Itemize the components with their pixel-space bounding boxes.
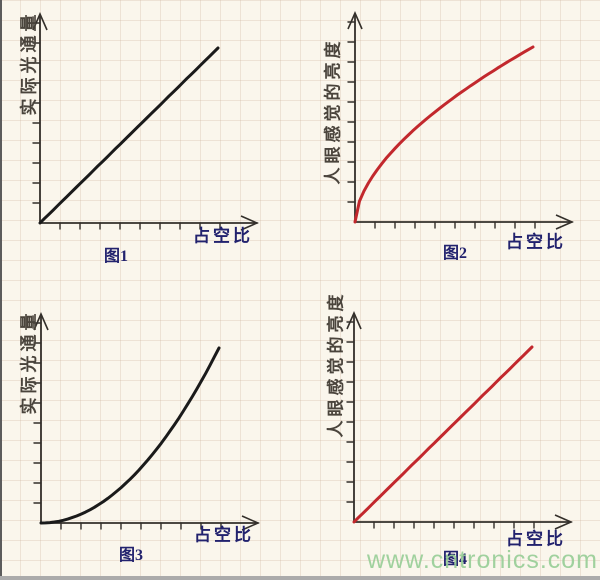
watermark-text: www.cntronics.com: [367, 546, 598, 574]
fig3-y-axis-label: 实际光通量: [19, 309, 39, 415]
fig1-caption: 图1: [103, 248, 129, 265]
fig3-x-axis-label: 占空比: [194, 525, 254, 545]
fig3-caption: 图3: [118, 547, 144, 564]
fig4-x-axis-label: 占空比: [506, 529, 566, 549]
fig1-x-axis-label: 占空比: [193, 226, 253, 246]
fig2-caption: 图2: [442, 245, 468, 262]
fig2-axes-and-curve: [347, 11, 574, 230]
fig4-axes-and-curve: [346, 311, 573, 530]
fig3-axes-and-curve: [33, 312, 260, 531]
left-edge-border: [0, 0, 2, 577]
fig1-axes-and-curve: [32, 12, 259, 231]
fig2-y-axis-label: 人眼感觉的亮度: [323, 37, 343, 185]
fig2-x-axis-label: 占空比: [506, 232, 566, 252]
fig4-caption: 图4: [442, 551, 468, 568]
fig4-y-axis-label: 人眼感觉的亮度: [326, 290, 346, 438]
fig1-y-axis-label: 实际光通量: [19, 10, 39, 116]
bottom-edge-border: [0, 576, 600, 580]
